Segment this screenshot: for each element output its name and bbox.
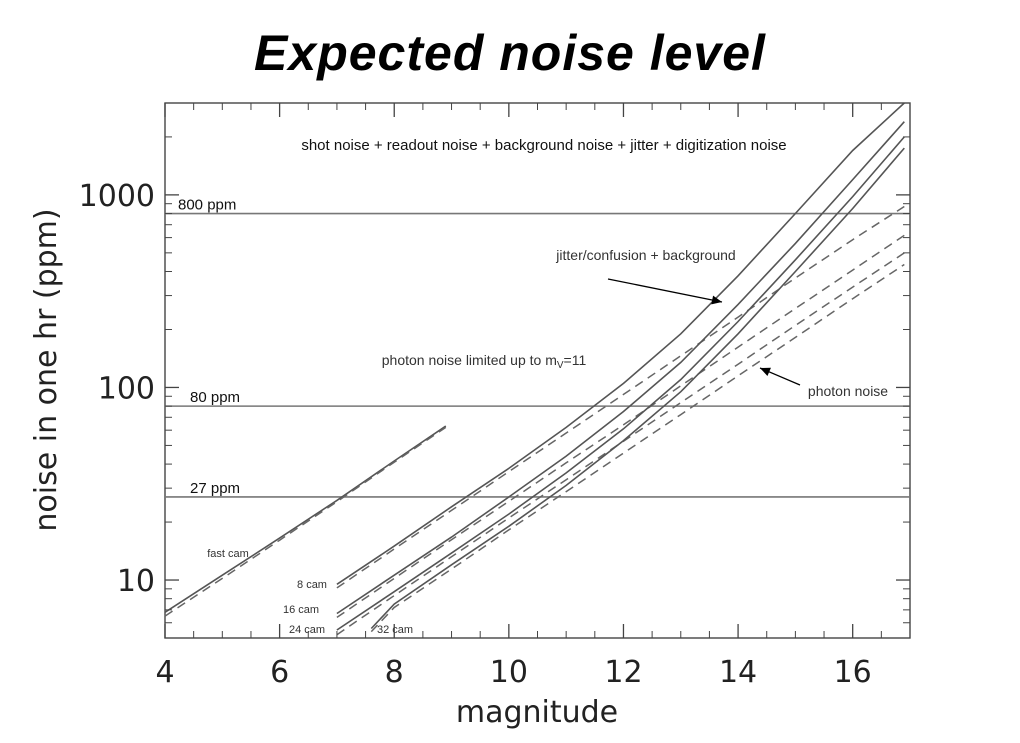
total-noise-annotation: shot noise + readout noise + background … (301, 137, 786, 154)
series-16-cam-solid-line (336, 121, 905, 615)
x-tick-label-3: 10 (490, 655, 528, 690)
series-fast-cam-solid-line (164, 425, 447, 613)
y-tick-label-1: 100 (98, 371, 155, 406)
y-tick-label-2: 1000 (79, 179, 155, 214)
y-axis-label: noise in one hr (ppm) (29, 208, 64, 531)
x-tick-label-4: 12 (604, 655, 642, 690)
curve-label-2: 16 cam (283, 604, 319, 616)
hline-label-1: 80 ppm (190, 389, 240, 406)
photon-limited-annotation: photon noise limited up to mV=11 (382, 352, 587, 371)
series-8-cam-dashed-line (336, 205, 905, 589)
photon-limited-prefix: photon noise limited up to m (382, 352, 557, 368)
hlines-layer: 800 ppm 80 ppm 27 ppm (165, 197, 910, 498)
x-tick-label-6: 16 (834, 655, 872, 690)
jitter-arrow (607, 278, 723, 303)
jitter-arrowhead (711, 295, 722, 305)
hline-label-0: 800 ppm (178, 197, 236, 214)
plot-frame (164, 102, 911, 639)
curve-label-3: 24 cam (289, 624, 325, 636)
curve-label-1: 8 cam (297, 579, 327, 591)
series-8-cam-solid-line (336, 102, 905, 585)
photon-noise-arrowhead (760, 367, 771, 377)
x-axis-label: magnitude (456, 695, 618, 730)
x-tick-label-0: 4 (155, 655, 174, 690)
slide-title: Expected noise level (254, 25, 766, 81)
hline-label-2: 27 ppm (190, 480, 240, 497)
series-32-cam-solid-line (370, 147, 905, 630)
y-tick-label-0: 10 (117, 564, 155, 599)
photon-noise-annotation: photon noise (808, 383, 888, 399)
photon-limited-subscript: V (557, 360, 564, 371)
labels-layer: shot noise + readout noise + background … (29, 137, 888, 730)
curve-label-4: 32 cam (377, 624, 413, 636)
series-fast-cam-dashed-line (164, 426, 447, 617)
series-32-cam-dashed-line (370, 263, 905, 633)
ticks-layer: 4 6 8 10 12 14 16 10 100 1000 (79, 102, 911, 690)
x-tick-label-5: 14 (719, 655, 757, 690)
series-24-cam-solid-line (336, 136, 905, 631)
x-tick-label-2: 8 (385, 655, 404, 690)
curve-label-0: fast cam (207, 548, 249, 560)
series-16-cam-dashed-line (336, 234, 905, 619)
series-layer: fast cam 8 cam 16 cam 24 cam 32 cam (164, 102, 905, 636)
photon-limited-suffix: =11 (564, 352, 587, 368)
jitter-background-annotation: jitter/confusion + background (555, 247, 735, 263)
x-tick-label-1: 6 (270, 655, 289, 690)
